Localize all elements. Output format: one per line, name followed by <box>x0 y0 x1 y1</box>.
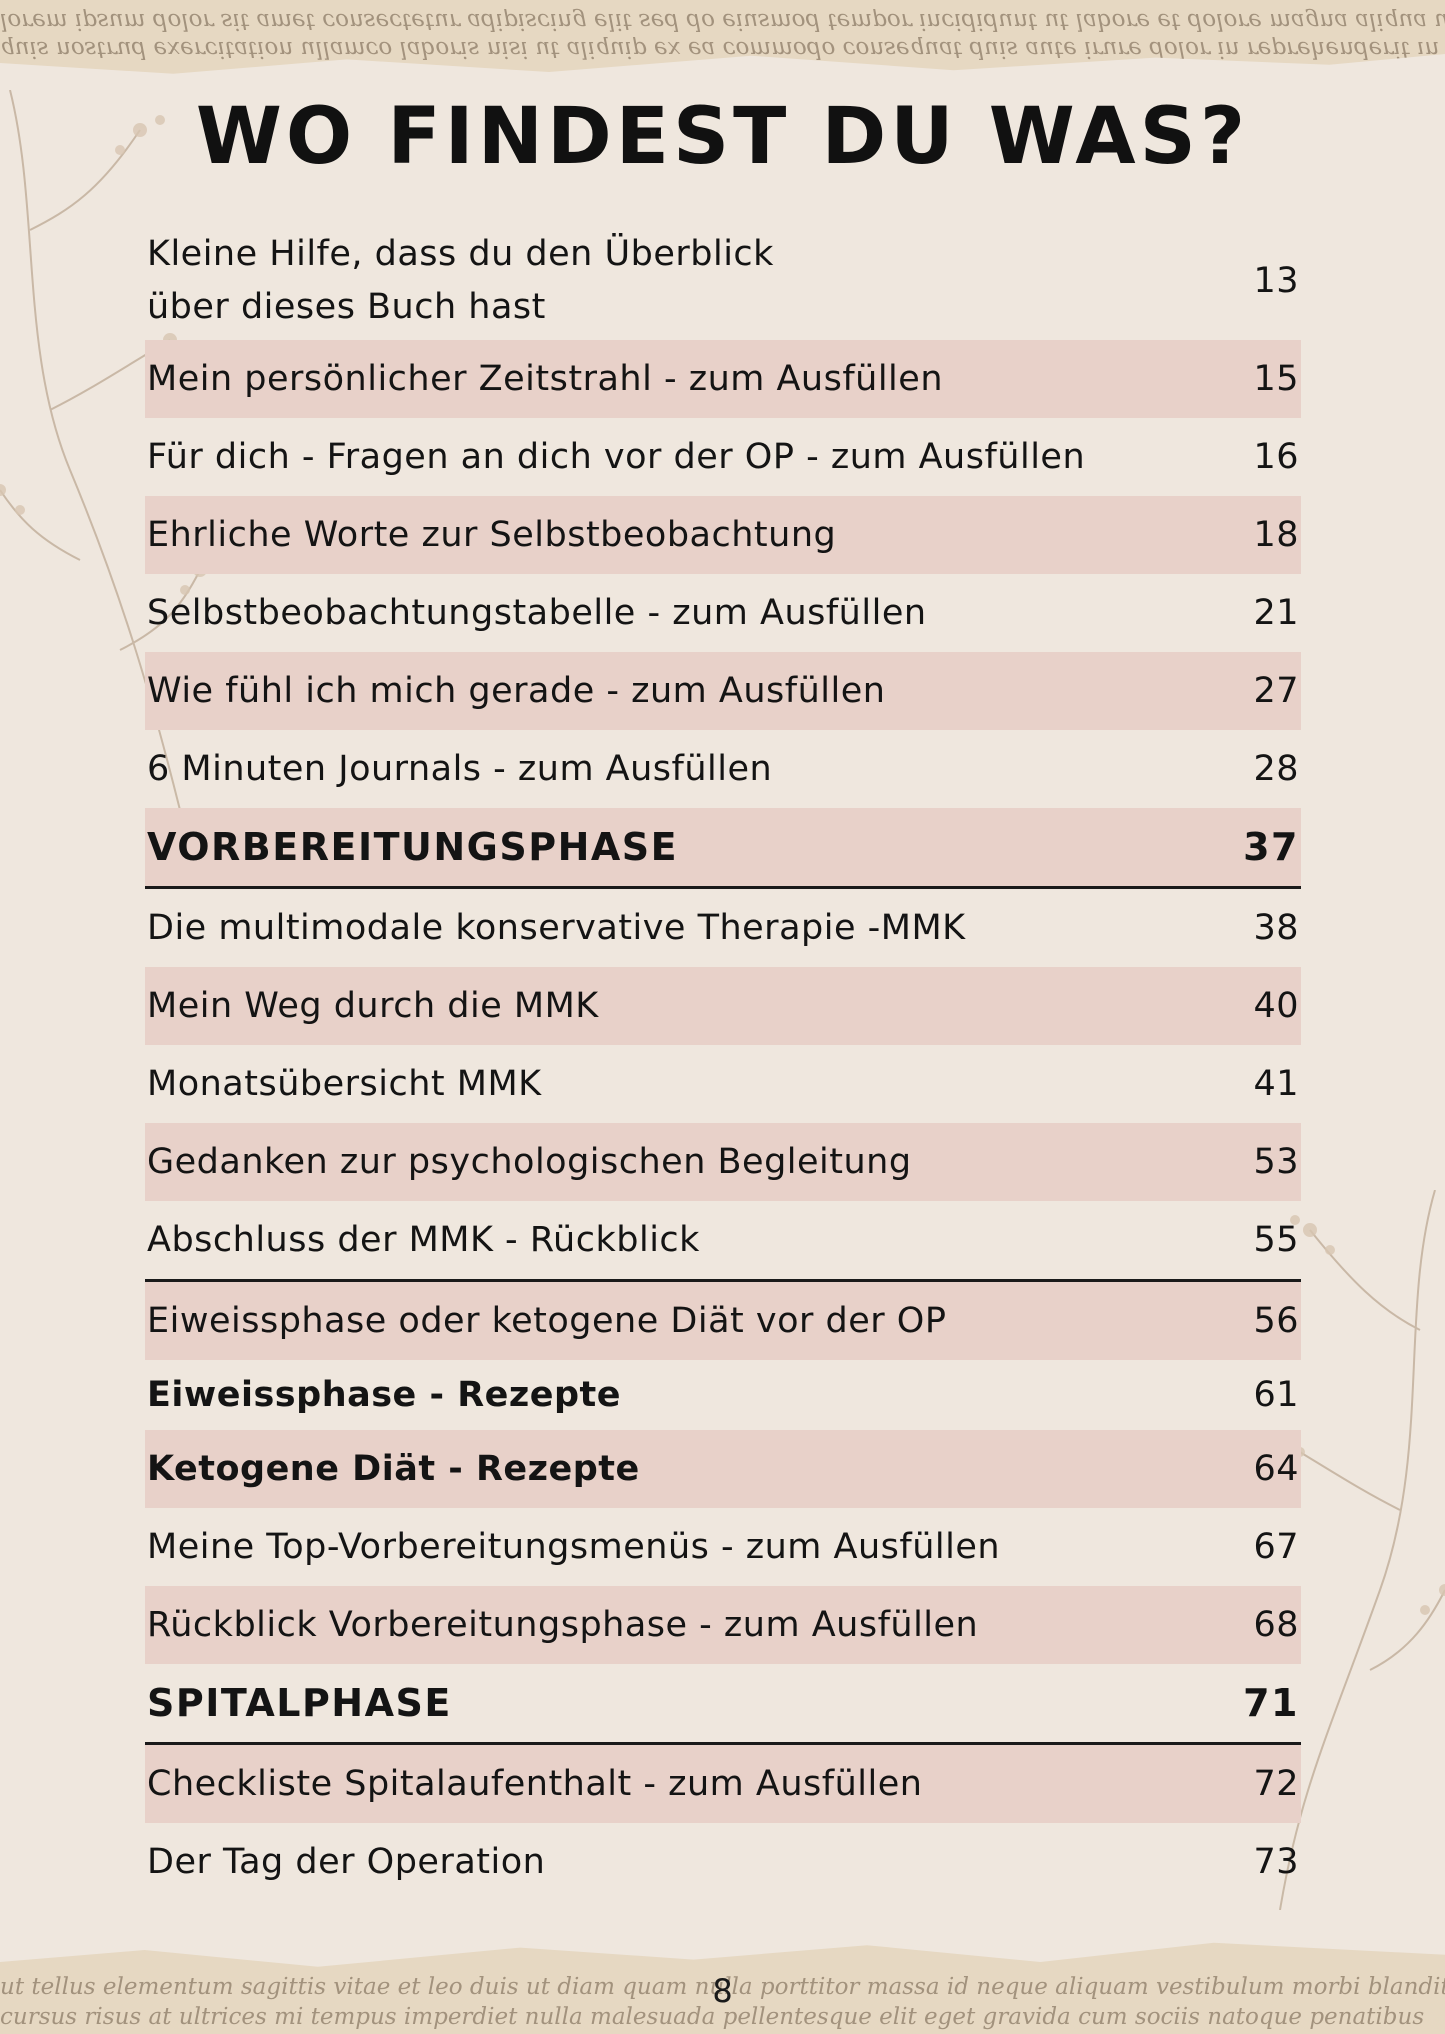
toc-entry-page: 15 <box>1253 359 1299 399</box>
toc-row[interactable]: Ketogene Diät - Rezepte 64 <box>145 1430 1301 1508</box>
toc-entry-page: 73 <box>1253 1842 1299 1882</box>
toc-row[interactable]: Ehrliche Worte zur Selbstbeobachtung 18 <box>145 496 1301 574</box>
newspaper-text-decoration: ut tellus elementum sagittis vitae et le… <box>0 1974 1445 2000</box>
toc-entry-title: Ehrliche Worte zur Selbstbeobachtung <box>147 515 837 555</box>
toc-entry-title: Monatsübersicht MMK <box>147 1064 542 1104</box>
toc-entry-title: Wie fühl ich mich gerade - zum Ausfüllen <box>147 671 886 711</box>
toc-row[interactable]: Selbstbeobachtungstabelle - zum Ausfülle… <box>145 574 1301 652</box>
toc-row[interactable]: Rückblick Vorbereitungsphase - zum Ausfü… <box>145 1586 1301 1664</box>
toc-entry-page: 27 <box>1253 671 1299 711</box>
toc-entry-title: Ketogene Diät - Rezepte <box>147 1449 640 1489</box>
toc-row[interactable]: Abschluss der MMK - Rückblick 55 <box>145 1201 1301 1282</box>
toc-entry-page: 72 <box>1253 1764 1299 1804</box>
toc-row[interactable]: Der Tag der Operation 73 <box>145 1823 1301 1901</box>
toc-row[interactable]: Meine Top-Vorbereitungsmenüs - zum Ausfü… <box>145 1508 1301 1586</box>
toc-entry-title: Der Tag der Operation <box>147 1842 546 1882</box>
toc-section-heading[interactable]: VORBEREITUNGSPHASE 37 <box>145 808 1301 889</box>
toc-entry-page: 40 <box>1253 986 1299 1026</box>
toc-entry-page: 67 <box>1253 1527 1299 1567</box>
newspaper-text-decoration: quis nostrud exercitation ullamco labori… <box>0 36 1445 62</box>
section-page: 37 <box>1243 825 1299 869</box>
section-title: SPITALPHASE <box>147 1681 452 1725</box>
toc-entry-title: Kleine Hilfe, dass du den Überblick über… <box>147 234 774 327</box>
table-of-contents: Kleine Hilfe, dass du den Überblick über… <box>145 222 1301 1901</box>
toc-entry-title: Gedanken zur psychologischen Begleitung <box>147 1142 912 1182</box>
toc-entry-page: 61 <box>1253 1375 1299 1415</box>
toc-entry-title: Selbstbeobachtungstabelle - zum Ausfülle… <box>147 593 927 633</box>
toc-entry-title: Die multimodale konservative Therapie -M… <box>147 908 966 948</box>
newspaper-text-decoration: lorem ipsum dolor sit amet consectetur a… <box>0 8 1445 34</box>
toc-entry-page: 68 <box>1253 1605 1299 1645</box>
toc-entry-title: Abschluss der MMK - Rückblick <box>147 1220 700 1260</box>
newspaper-strip-bottom: ut tellus elementum sagittis vitae et le… <box>0 1942 1445 2034</box>
newspaper-text-decoration: cursus risus at ultrices mi tempus imper… <box>0 2004 1425 2030</box>
toc-row[interactable]: Eiweissphase - Rezepte 61 <box>145 1360 1301 1430</box>
toc-entry-page: 56 <box>1253 1301 1299 1341</box>
toc-row[interactable]: Gedanken zur psychologischen Begleitung … <box>145 1123 1301 1201</box>
toc-entry-title: Mein Weg durch die MMK <box>147 986 599 1026</box>
toc-entry-title: Mein persönlicher Zeitstrahl - zum Ausfü… <box>147 359 943 399</box>
toc-entry-title: Eiweissphase - Rezepte <box>147 1375 622 1415</box>
toc-entry-title: Meine Top-Vorbereitungsmenüs - zum Ausfü… <box>147 1527 1001 1567</box>
toc-entry-page: 64 <box>1253 1449 1299 1489</box>
toc-row[interactable]: Eiweissphase oder ketogene Diät vor der … <box>145 1282 1301 1360</box>
newspaper-strip-top: lorem ipsum dolor sit amet consectetur a… <box>0 0 1445 74</box>
toc-entry-page: 28 <box>1253 749 1299 789</box>
toc-entry-title: 6 Minuten Journals - zum Ausfüllen <box>147 749 773 789</box>
toc-row[interactable]: Die multimodale konservative Therapie -M… <box>145 889 1301 967</box>
toc-row[interactable]: Für dich - Fragen an dich vor der OP - z… <box>145 418 1301 496</box>
toc-entry-page: 41 <box>1253 1064 1299 1104</box>
toc-entry-title: Für dich - Fragen an dich vor der OP - z… <box>147 437 1086 477</box>
toc-entry-title: Rückblick Vorbereitungsphase - zum Ausfü… <box>147 1605 979 1645</box>
toc-row[interactable]: Mein persönlicher Zeitstrahl - zum Ausfü… <box>145 340 1301 418</box>
toc-entry-page: 18 <box>1253 515 1299 555</box>
toc-row[interactable]: Checkliste Spitalaufenthalt - zum Ausfül… <box>145 1745 1301 1823</box>
toc-entry-page: 53 <box>1253 1142 1299 1182</box>
toc-row[interactable]: Kleine Hilfe, dass du den Überblick über… <box>145 222 1301 340</box>
toc-entry-title: Eiweissphase oder ketogene Diät vor der … <box>147 1301 947 1341</box>
toc-entry-page: 16 <box>1253 437 1299 477</box>
toc-entry-page: 55 <box>1253 1220 1299 1260</box>
section-title: VORBEREITUNGSPHASE <box>147 825 679 869</box>
toc-row[interactable]: 6 Minuten Journals - zum Ausfüllen 28 <box>145 730 1301 808</box>
toc-section-heading[interactable]: SPITALPHASE 71 <box>145 1664 1301 1745</box>
toc-entry-page: 38 <box>1253 908 1299 948</box>
toc-entry-page: 21 <box>1253 593 1299 633</box>
toc-row[interactable]: Mein Weg durch die MMK 40 <box>145 967 1301 1045</box>
toc-row[interactable]: Wie fühl ich mich gerade - zum Ausfüllen… <box>145 652 1301 730</box>
toc-entry-title: Checkliste Spitalaufenthalt - zum Ausfül… <box>147 1764 923 1804</box>
toc-row[interactable]: Monatsübersicht MMK 41 <box>145 1045 1301 1123</box>
page-title: WO FINDEST DU WAS? <box>195 92 1250 182</box>
section-page: 71 <box>1243 1681 1299 1725</box>
toc-entry-page: 13 <box>1253 261 1299 301</box>
page-number: 8 <box>712 1972 733 2010</box>
